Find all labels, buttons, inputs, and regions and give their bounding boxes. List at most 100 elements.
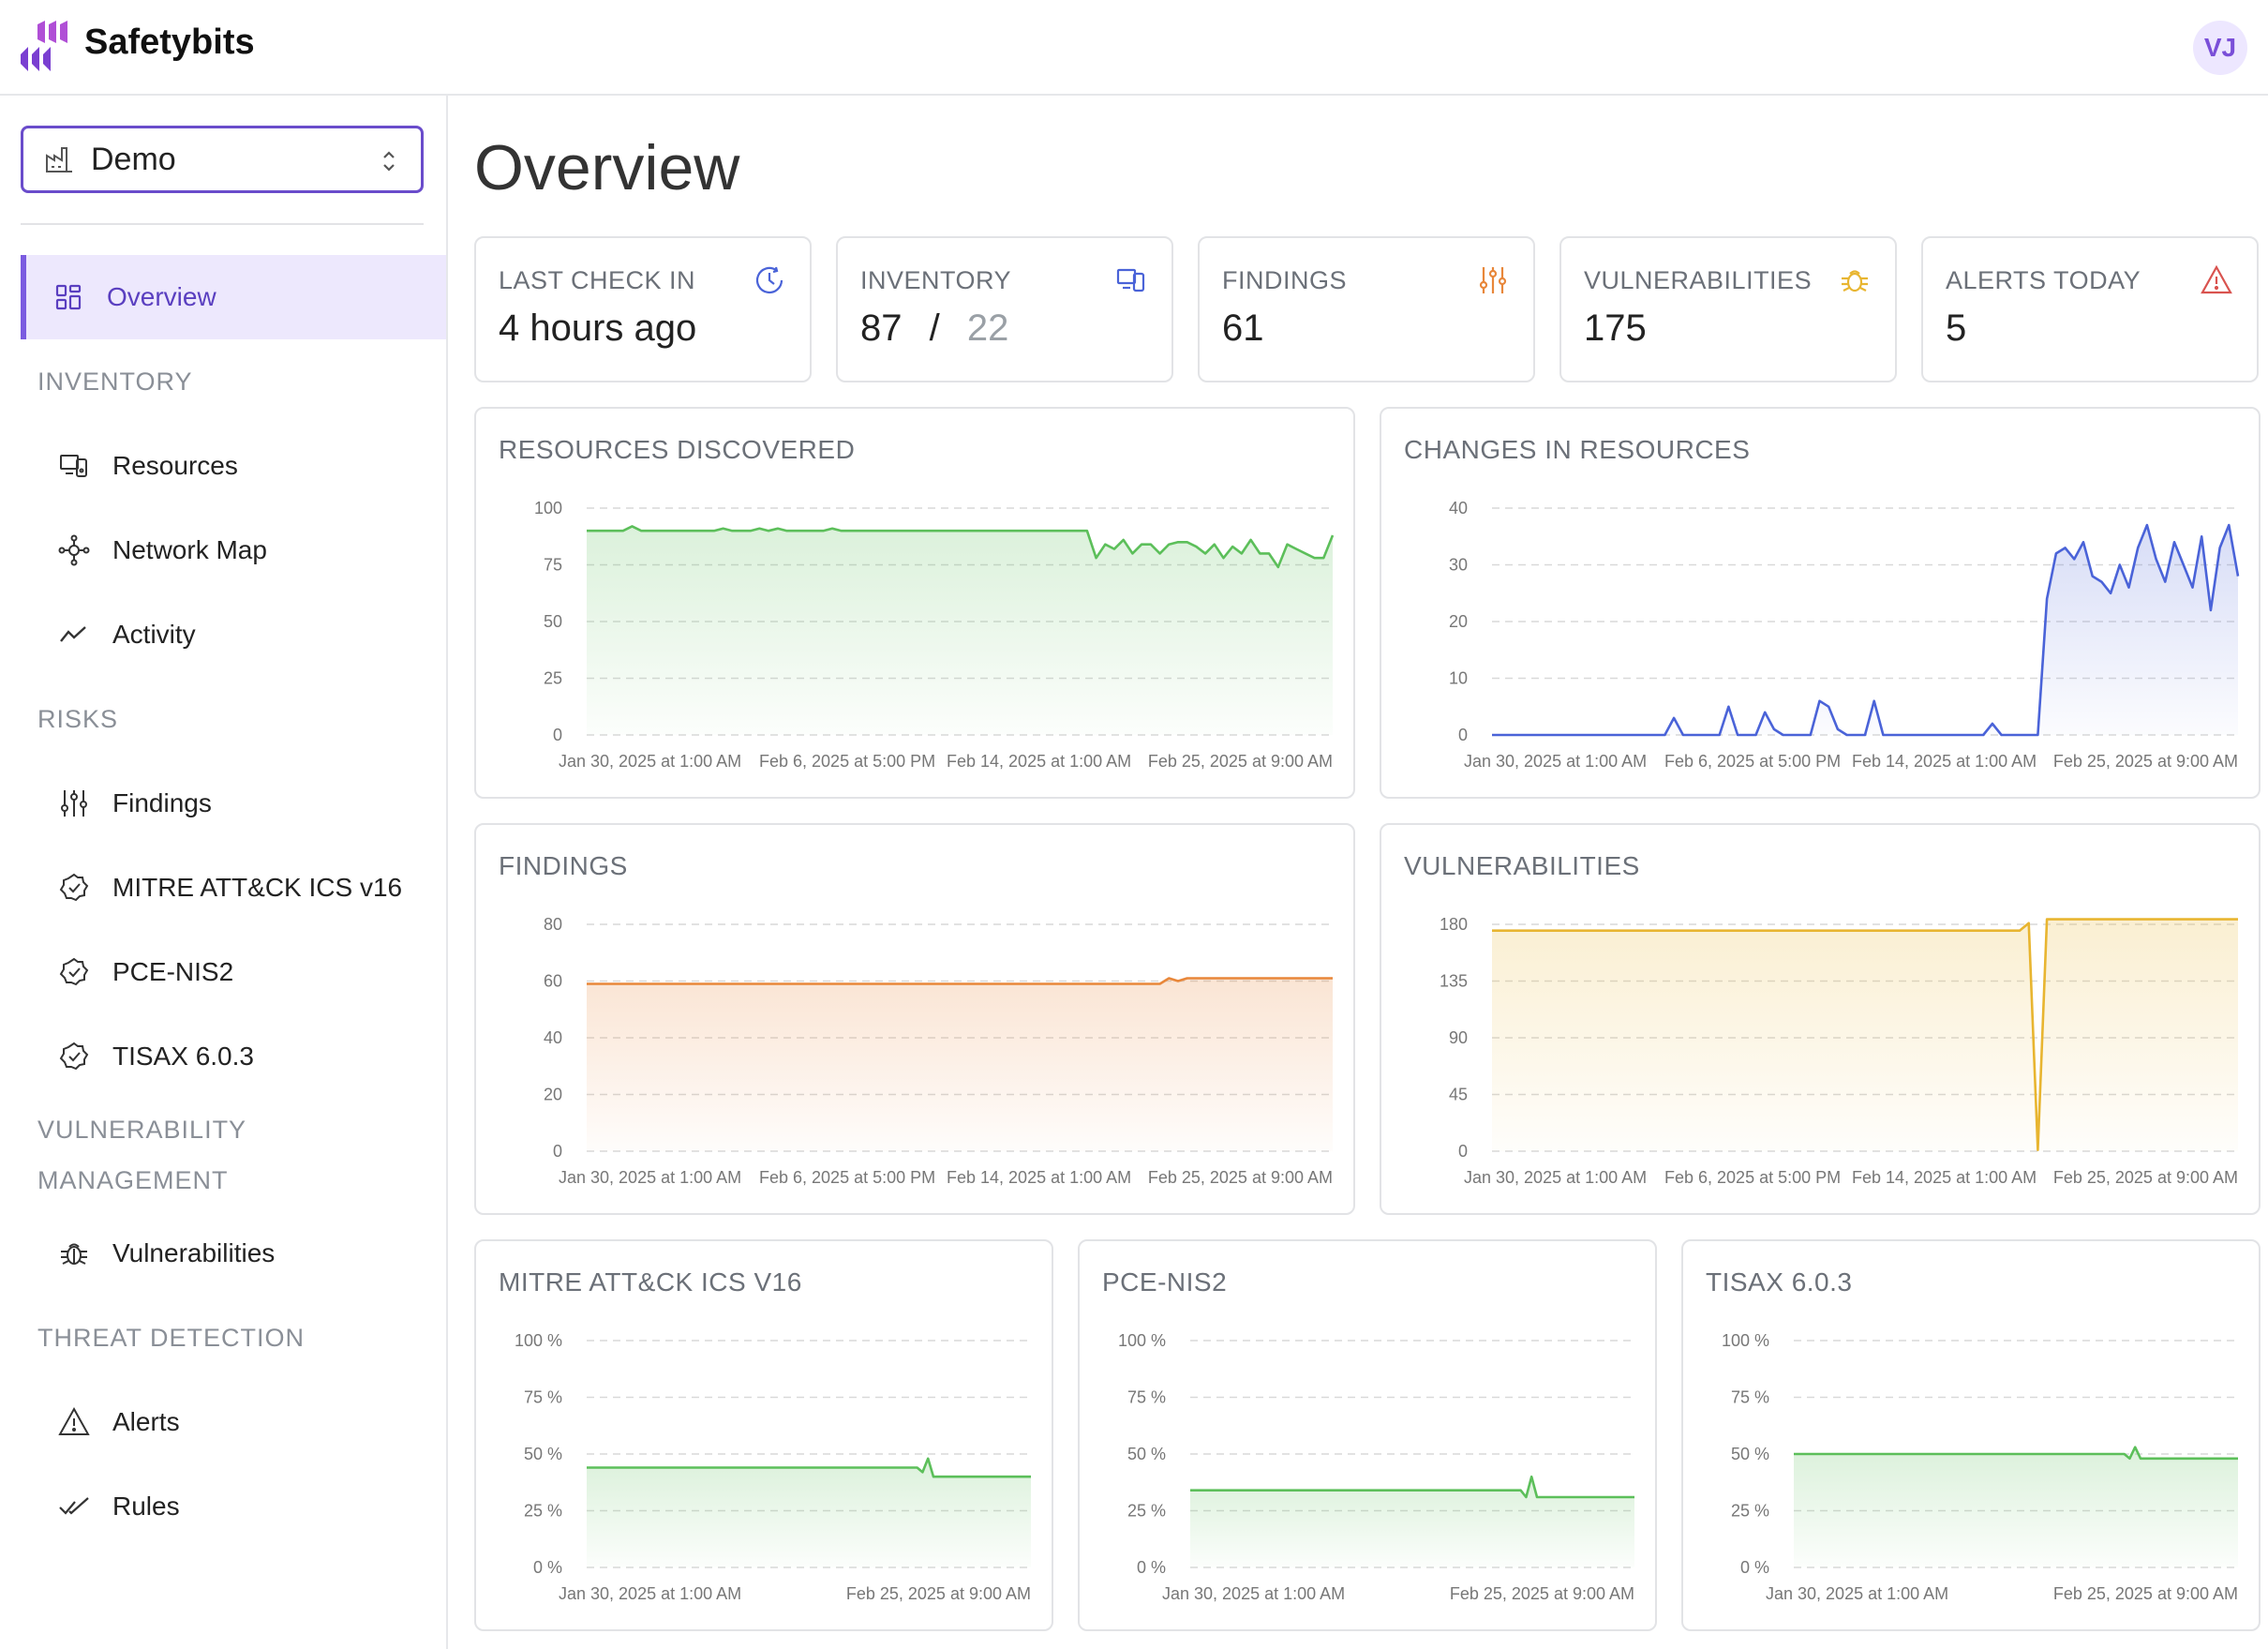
series-area <box>1190 1477 1634 1567</box>
network-icon <box>58 534 90 566</box>
mitre-chart: 0 % 25 % 50 % 75 % 100 % Jan 30, 2025 at 1:00… <box>515 1331 1031 1603</box>
section-heading-threat-detection: THREAT DETECTION <box>37 1323 306 1352</box>
sidebar-item-vulnerabilities[interactable]: Vulnerabilities <box>21 1211 446 1296</box>
kpi-label: INVENTORY <box>860 266 1012 294</box>
brand-name: Safetybits <box>84 22 255 62</box>
chart-card-vulnerabilities[interactable]: VULNERABILITIES 0 45 90 135 180 Jan 30, 2025 … <box>1380 823 2261 1215</box>
sidebar-nav: Overview INVENTORY Resources Network Map… <box>0 255 448 1549</box>
section-heading-risks: RISKS <box>37 704 119 733</box>
y-tick-label: 100 % <box>1118 1331 1166 1350</box>
changes-in-resources-chart: 0 10 20 30 40 Jan 30, 2025 at 1:00 AM Feb 6, 2… <box>1449 499 2240 771</box>
kpi-label: LAST CHECK IN <box>499 266 696 294</box>
x-tick-label: Feb 6, 2025 at 5:00 PM <box>1664 752 1841 771</box>
chart-card-mitre[interactable]: MITRE ATT&CK ICS V16 0 % 25 % 50 % 75 % 100 … <box>474 1239 1053 1631</box>
sidebar-item-tisax[interactable]: TISAX 6.0.3 <box>21 1014 446 1099</box>
y-tick-label: 25 % <box>524 1502 562 1521</box>
y-tick-label: 80 <box>544 915 562 934</box>
double-check-icon <box>59 1497 89 1515</box>
series-line <box>1492 523 2240 737</box>
sidebar-item-label: Alerts <box>112 1407 180 1436</box>
y-tick-label: 0 % <box>533 1558 562 1577</box>
y-tick-label: 75 <box>544 556 562 575</box>
sidebar-item-rules[interactable]: Rules <box>21 1464 446 1549</box>
safetybits-logo[interactable] <box>19 19 73 73</box>
sidebar-item-network-map[interactable]: Network Map <box>21 508 446 592</box>
sliders-icon <box>61 790 87 817</box>
kpi-value: 4 hours ago <box>499 307 697 349</box>
kpi-vulnerabilities[interactable]: VULNERABILITIES 175 <box>1559 236 1897 382</box>
y-tick-label: 60 <box>544 972 562 991</box>
section-heading-vulnerability-management: VULNERABILITY MANAGEMENT <box>37 1099 448 1211</box>
series-area <box>587 978 1333 1151</box>
x-tick-label: Feb 25, 2025 at 9:00 AM <box>2053 1168 2238 1187</box>
sidebar-item-alerts[interactable]: Alerts <box>21 1380 446 1464</box>
sidebar-item-label: Network Map <box>112 535 267 564</box>
kpi-value: 87 / 22 <box>860 307 1008 350</box>
sidebar-item-activity[interactable]: Activity <box>21 592 446 677</box>
sidebar-item-label: Overview <box>107 282 216 311</box>
kpi-last-check-in[interactable]: LAST CHECK IN 4 hours ago <box>474 236 812 382</box>
sidebar-item-resources[interactable]: Resources <box>21 424 446 508</box>
x-tick-label: Feb 25, 2025 at 9:00 AM <box>1148 752 1333 771</box>
kpi-value-primary: 87 <box>860 307 903 349</box>
organization-select-value: Demo <box>91 141 176 177</box>
kpi-label: VULNERABILITIES <box>1584 266 1813 294</box>
chart-title: PCE-NIS2 <box>1102 1267 1228 1297</box>
factory-icon <box>46 147 72 172</box>
y-tick-label: 100 % <box>515 1331 562 1350</box>
kpi-alerts-today[interactable]: ALERTS TODAY 5 <box>1921 236 2259 382</box>
dashboard-grid-icon <box>55 284 82 310</box>
sidebar-divider <box>21 223 424 225</box>
kpi-inventory[interactable]: INVENTORY 87 / 22 <box>836 236 1173 382</box>
x-tick-label: Feb 25, 2025 at 9:00 AM <box>1148 1168 1333 1187</box>
devices-icon <box>1116 268 1145 292</box>
sidebar-item-findings[interactable]: Findings <box>21 761 446 846</box>
sidebar-item-label: MITRE ATT&CK ICS v16 <box>112 873 403 902</box>
series-line <box>587 525 1335 569</box>
chart-card-tisax[interactable]: TISAX 6.0.3 0 % 25 % 50 % 75 % 100 % Jan 30, … <box>1681 1239 2261 1631</box>
kpi-label: FINDINGS <box>1222 266 1348 294</box>
main-content: Overview LAST CHECK IN 4 hours ago INVEN… <box>448 96 2268 1649</box>
chart-card-findings[interactable]: FINDINGS 0 20 40 60 80 Jan 30, 2025 at 1:00 A… <box>474 823 1355 1215</box>
resources-discovered-chart: 0 25 50 75 100 Jan 30, 2025 at 1:00 AM Feb 6, … <box>534 499 1335 771</box>
sidebar-item-overview[interactable]: Overview <box>21 255 446 339</box>
chart-title: MITRE ATT&CK ICS V16 <box>499 1267 802 1297</box>
y-tick-label: 50 <box>544 612 562 631</box>
x-tick-label: Feb 14, 2025 at 1:00 AM <box>947 752 1131 771</box>
sidebar: Demo Overview INVENTORY Resources Netwo <box>0 96 448 1649</box>
sidebar-item-label: Resources <box>112 451 238 480</box>
x-tick-label: Feb 14, 2025 at 1:00 AM <box>1852 752 2037 771</box>
sidebar-item-pce-nis2[interactable]: PCE-NIS2 <box>21 930 446 1014</box>
section-heading-inventory: INVENTORY <box>37 367 193 396</box>
kpi-findings[interactable]: FINDINGS 61 <box>1198 236 1535 382</box>
findings-chart: 0 20 40 60 80 Jan 30, 2025 at 1:00 AM Feb 6, 2… <box>544 915 1333 1187</box>
page-title: Overview <box>474 132 740 203</box>
x-tick-label: Jan 30, 2025 at 1:00 AM <box>559 1584 741 1603</box>
chart-card-resources-discovered[interactable]: RESOURCES DISCOVERED 0 25 50 75 100 Jan 30, 2… <box>474 407 1355 799</box>
user-avatar[interactable]: VJ <box>2193 21 2247 75</box>
x-tick-label: Jan 30, 2025 at 1:00 AM <box>559 752 741 771</box>
x-tick-label: Jan 30, 2025 at 1:00 AM <box>1162 1584 1345 1603</box>
chart-title: FINDINGS <box>499 851 628 880</box>
y-tick-label: 75 % <box>1127 1388 1166 1407</box>
x-tick-label: Feb 25, 2025 at 9:00 AM <box>1450 1584 1634 1603</box>
y-tick-label: 75 % <box>1731 1388 1769 1407</box>
kpi-value: 175 <box>1584 307 1647 349</box>
sidebar-item-label: PCE-NIS2 <box>112 957 234 986</box>
chart-card-changes-in-resources[interactable]: CHANGES IN RESOURCES 0 10 20 30 40 Jan 30, 20… <box>1380 407 2261 799</box>
y-tick-label: 20 <box>1449 612 1468 631</box>
y-tick-label: 180 <box>1440 915 1468 934</box>
y-tick-label: 135 <box>1440 972 1468 991</box>
organization-select[interactable]: Demo <box>21 126 424 193</box>
chart-title: TISAX 6.0.3 <box>1706 1267 1853 1297</box>
sidebar-item-mitre[interactable]: MITRE ATT&CK ICS v16 <box>21 846 446 930</box>
sidebar-item-label: Activity <box>112 620 196 649</box>
series-line <box>1492 918 2238 1151</box>
x-tick-label: Feb 6, 2025 at 5:00 PM <box>1664 1168 1841 1187</box>
y-tick-label: 25 <box>544 669 562 688</box>
chart-card-pce-nis2[interactable]: PCE-NIS2 0 % 25 % 50 % 75 % 100 % Jan 30, 202… <box>1078 1239 1657 1631</box>
kpi-value-separator: / <box>929 307 940 349</box>
section-heading-line: VULNERABILITY <box>37 1116 247 1144</box>
chart-title: CHANGES IN RESOURCES <box>1404 435 1751 464</box>
top-bar: Safetybits VJ <box>0 0 2268 96</box>
